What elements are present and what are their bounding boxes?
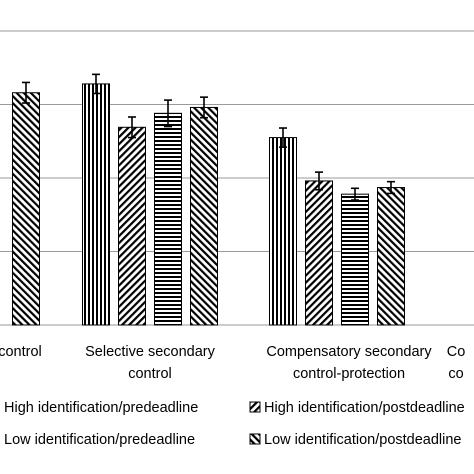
error-bar (92, 73, 100, 95)
legend-item: High identification/predeadline (4, 400, 198, 416)
legend-label: High identification/postdeadline (264, 400, 465, 416)
error-bar (315, 171, 323, 191)
legend-item: Low identification/predeadline (4, 432, 195, 448)
error-bar (351, 187, 359, 201)
legend-label: Low identification/predeadline (4, 432, 195, 448)
legend-swatch (249, 401, 261, 413)
legend-label: Low identification/postdeadline (264, 432, 462, 448)
bar (269, 137, 297, 326)
bar (154, 112, 182, 326)
bar (341, 193, 369, 326)
error-bar (22, 81, 30, 104)
bars (12, 83, 405, 326)
bar (118, 126, 146, 326)
category-label: control-protection (293, 366, 405, 382)
error-bar (200, 96, 208, 119)
category-label: control (0, 344, 42, 360)
category-label: control (128, 366, 172, 382)
category-label: Selective secondary (85, 344, 216, 360)
bar (377, 187, 405, 326)
error-bars (22, 73, 395, 201)
legend: High identification/predeadline High iden… (4, 400, 465, 448)
error-bar (164, 99, 172, 128)
legend-swatch (249, 433, 261, 445)
error-bar (128, 116, 136, 139)
legend-item: High identification/postdeadline (249, 400, 465, 416)
category-label: co (448, 366, 463, 382)
bar (12, 92, 40, 326)
bar (190, 106, 218, 326)
bar (82, 83, 110, 326)
error-bar (387, 180, 395, 195)
category-label: Co (447, 344, 466, 360)
legend-label: High identification/predeadline (4, 400, 198, 416)
category-labels: control Selective secondary control Compens… (0, 344, 465, 382)
legend-item: Low identification/postdeadline (249, 432, 462, 448)
category-label: Compensatory secondary (266, 344, 432, 360)
bar (305, 180, 333, 326)
error-bar (279, 127, 287, 148)
